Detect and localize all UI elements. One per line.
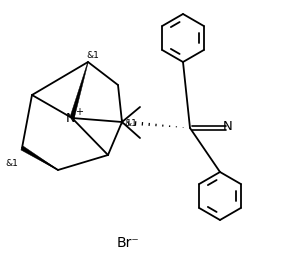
Text: &1: &1 <box>5 159 18 167</box>
Text: Br⁻: Br⁻ <box>117 236 139 250</box>
Text: N: N <box>223 120 233 134</box>
Text: &1: &1 <box>124 119 138 128</box>
Polygon shape <box>70 62 88 119</box>
Text: +: + <box>75 107 83 117</box>
Text: N: N <box>66 112 76 124</box>
Polygon shape <box>21 146 58 170</box>
Text: &1: &1 <box>87 50 99 60</box>
